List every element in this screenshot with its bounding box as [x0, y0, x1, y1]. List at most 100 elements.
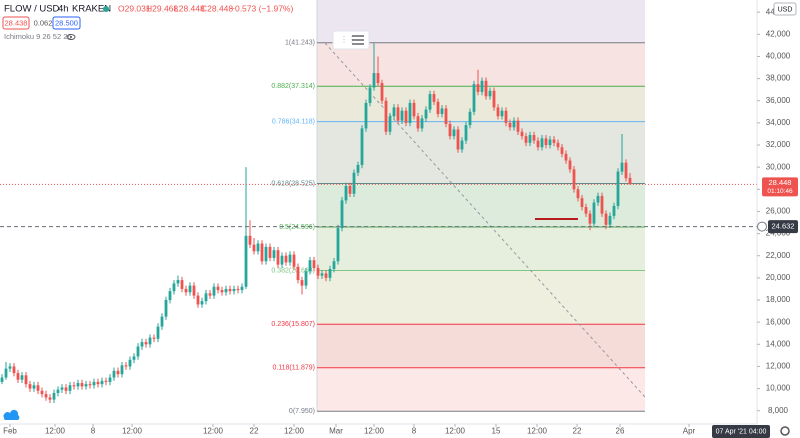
candle-body: [556, 142, 560, 148]
y-tick-label: 30,000: [766, 162, 791, 171]
candle-body: [456, 129, 460, 150]
candle-body: [304, 271, 308, 286]
fib-band: [317, 367, 645, 412]
candle-body: [128, 359, 132, 367]
candle-body: [280, 255, 284, 265]
candle-body: [328, 269, 332, 278]
candle-body: [424, 109, 428, 119]
candle-body: [292, 254, 296, 267]
fib-level-label: 0.236(15.807): [271, 321, 315, 328]
candle-body: [516, 120, 520, 132]
bid-box[interactable]: [2, 16, 30, 30]
x-tick-label: 12:00: [45, 427, 66, 436]
candle-body: [572, 169, 576, 190]
candle-body: [32, 385, 36, 389]
candle-body: [312, 260, 316, 268]
ask-box[interactable]: [52, 16, 81, 30]
eye-icon[interactable]: [66, 34, 76, 40]
candle-body: [16, 373, 20, 380]
candle-body: [356, 164, 360, 173]
candle-body: [100, 380, 104, 385]
status-dot: [103, 6, 109, 12]
fib-level-label: 0.382(20.668): [271, 267, 315, 274]
candle-body: [236, 288, 240, 291]
candle-body: [620, 162, 624, 172]
x-tick-label: 12:00: [527, 427, 548, 436]
candle-body: [248, 235, 252, 245]
candle-body: [512, 120, 516, 128]
candle-body: [564, 153, 568, 161]
y-tick-label: 14,000: [766, 339, 791, 348]
crosshair-plus[interactable]: [757, 221, 767, 232]
candle-body: [504, 110, 508, 123]
currency-box[interactable]: [773, 2, 797, 16]
candle-body: [624, 162, 628, 179]
candle-body: [384, 100, 388, 132]
candle-body: [580, 198, 584, 208]
candle-body: [184, 288, 188, 293]
x-tick-label: 22: [573, 427, 582, 436]
candle-body: [576, 189, 580, 199]
candle-body: [196, 295, 200, 305]
candle-body: [532, 135, 536, 141]
candle-body: [376, 73, 380, 84]
candle-body: [400, 110, 404, 121]
countdown: 01:10:46: [767, 188, 793, 195]
candle-body: [464, 125, 468, 141]
candle-body: [72, 385, 76, 387]
candle-body: [20, 375, 24, 380]
x-tick-label: 12:00: [364, 427, 385, 436]
candle-body: [612, 205, 616, 216]
candle-body: [36, 385, 40, 391]
candle-body: [256, 243, 260, 252]
ohlc-high: H29.468: [146, 3, 178, 13]
y-tick-label: 10,000: [766, 384, 791, 393]
candle-body: [568, 160, 572, 170]
candle-body: [348, 185, 352, 194]
candle-body: [108, 377, 112, 382]
y-tick-label: 16,000: [766, 317, 791, 326]
y-tick-label: 38,000: [766, 74, 791, 83]
candle-body: [416, 116, 420, 129]
y-tick-label: 20,000: [766, 273, 791, 282]
y-tick-label: 8,000: [768, 406, 789, 415]
candle-body: [252, 244, 256, 252]
candle-body: [508, 122, 512, 128]
ask: 28.500: [55, 18, 78, 27]
toolbar-icon[interactable]: [352, 35, 364, 45]
candle-body: [596, 195, 600, 203]
fib-level-label: 0.618(28.525): [271, 180, 315, 187]
candle-body: [316, 267, 320, 276]
candle-body: [260, 243, 264, 262]
candle-body: [520, 131, 524, 137]
candle-body: [24, 375, 28, 385]
candle-body: [220, 290, 224, 293]
candle-body: [8, 366, 12, 369]
candle-body: [528, 135, 532, 143]
candle-body: [164, 300, 168, 317]
candle-body: [408, 102, 412, 123]
candle-body: [444, 108, 448, 124]
currency: USD: [778, 6, 793, 13]
candle-body: [180, 280, 184, 289]
indicator-legend[interactable]: Ichimoku 9 26 52 26: [4, 32, 72, 41]
candle-body: [616, 171, 620, 206]
candle-body: [276, 250, 280, 265]
candle-body: [320, 273, 324, 276]
settings-icon[interactable]: [780, 426, 790, 436]
candle-body: [460, 140, 464, 150]
candle-body: [560, 147, 564, 154]
candle-body: [352, 172, 356, 194]
y-tick-label: 22,000: [766, 251, 791, 260]
logo[interactable]: [3, 409, 20, 420]
candle-body: [600, 195, 604, 214]
candle-body: [224, 288, 228, 293]
trend-line: [324, 42, 646, 398]
candle-body: [208, 293, 212, 296]
drag-handle[interactable]: ⋮⋮: [340, 35, 356, 44]
candle-body: [588, 213, 592, 224]
candle-body: [608, 215, 612, 225]
candle-body: [4, 368, 8, 378]
y-tick-label: 18,000: [766, 295, 791, 304]
candle-body: [336, 228, 340, 262]
